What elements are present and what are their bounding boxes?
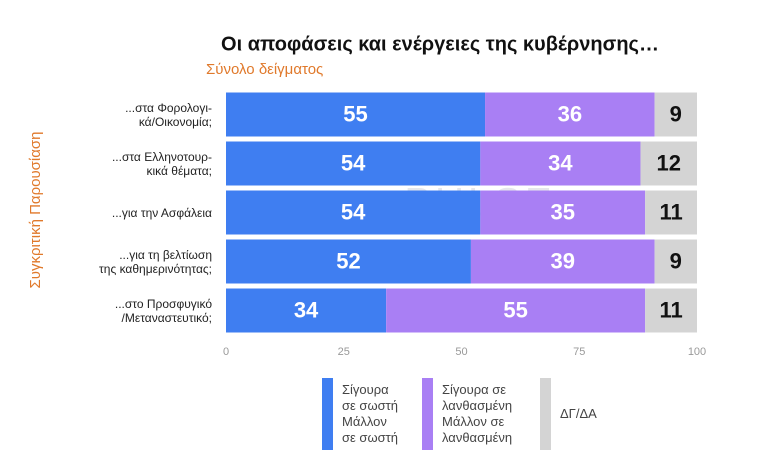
category-label: ...για την Ασφάλεια bbox=[22, 199, 212, 227]
chart-title: Οι αποφάσεις και ενέργειες της κυβέρνηση… bbox=[221, 33, 659, 55]
bar-segment bbox=[645, 288, 697, 333]
legend-swatch bbox=[322, 378, 333, 450]
category-label: ...στα Φορολογι- κά/Οικονομία; bbox=[22, 101, 212, 129]
bar-segment bbox=[654, 92, 697, 137]
legend-label: ΔΓ/ΔΑ bbox=[560, 406, 597, 421]
bar-segment bbox=[226, 190, 481, 235]
bar-segment bbox=[654, 239, 697, 284]
chart-subtitle: Σύνολο δείγματος bbox=[206, 61, 323, 78]
value-label: 36 bbox=[558, 101, 582, 126]
value-label: 11 bbox=[659, 297, 682, 322]
legend-swatch bbox=[422, 378, 433, 450]
bar-segment bbox=[226, 239, 471, 284]
value-label: 34 bbox=[294, 297, 319, 322]
category-text: ...στα Ελληνοτουρ- κικά θέματα; bbox=[111, 149, 212, 178]
legend-label: Σίγουρα σε σωστή Μάλλον σε σωστή bbox=[342, 382, 398, 445]
legend-label: Σίγουρα σε λανθασμένη Μάλλον σε λανθασμέ… bbox=[442, 382, 513, 445]
x-tick-label: 0 bbox=[223, 346, 229, 358]
category-label: ...στο Προσφυγικό /Μεταναστευτικό; bbox=[22, 297, 212, 325]
bar-segment bbox=[485, 92, 655, 137]
x-tick-label: 25 bbox=[338, 346, 350, 358]
x-tick-label: 100 bbox=[688, 346, 706, 358]
bar-segment bbox=[226, 141, 481, 186]
category-label: ...για τη βελτίωση της καθημερινότητας; bbox=[22, 248, 212, 276]
value-label: 12 bbox=[656, 150, 680, 175]
bar-segment bbox=[480, 190, 646, 235]
bar-segment bbox=[226, 288, 387, 333]
bar-segment bbox=[640, 141, 697, 186]
legend-swatch bbox=[540, 378, 551, 450]
x-tick-label: 75 bbox=[573, 346, 585, 358]
bar-segment bbox=[480, 141, 641, 186]
category-text: ...για τη βελτίωση της καθημερινότητας; bbox=[99, 247, 212, 276]
value-label: 54 bbox=[341, 199, 366, 224]
value-label: 52 bbox=[336, 248, 360, 273]
category-label: ...στα Ελληνοτουρ- κικά θέματα; bbox=[22, 150, 212, 178]
bar-segment bbox=[226, 92, 486, 137]
bar-segment bbox=[470, 239, 655, 284]
category-text: ...στο Προσφυγικό /Μεταναστευτικό; bbox=[114, 296, 212, 325]
x-tick-label: 50 bbox=[455, 346, 467, 358]
value-label: 55 bbox=[503, 297, 527, 322]
value-label: 55 bbox=[343, 101, 367, 126]
y-axis-label: Συγκριτική Παρουσίαση bbox=[27, 131, 44, 288]
value-label: 9 bbox=[670, 248, 682, 273]
value-label: 35 bbox=[551, 199, 575, 224]
category-text: ...στα Φορολογι- κά/Οικονομία; bbox=[125, 100, 212, 129]
value-label: 11 bbox=[659, 199, 682, 224]
value-label: 9 bbox=[670, 101, 682, 126]
bar-segment bbox=[386, 288, 646, 333]
value-label: 54 bbox=[341, 150, 366, 175]
value-label: 34 bbox=[548, 150, 573, 175]
value-label: 39 bbox=[551, 248, 575, 273]
bar-segment bbox=[645, 190, 697, 235]
category-text: ...για την Ασφάλεια bbox=[111, 205, 212, 220]
